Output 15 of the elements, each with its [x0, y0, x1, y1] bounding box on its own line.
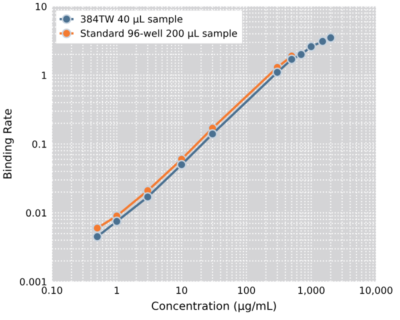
x-tick-label: 1 [114, 286, 119, 294]
x-tick-label: 100 [238, 286, 256, 294]
y-tick-label: 1 [42, 72, 46, 79]
x-tick-label: 10,000 [360, 286, 392, 295]
y-tick-label: 0.1 [32, 140, 46, 148]
y-tick-label: 10 [36, 2, 46, 10]
x-tick-label: 0.10 [42, 286, 62, 294]
x-tick-label: 1,000 [298, 286, 324, 295]
legend-label: 384TW 40 µL sample [80, 15, 182, 25]
y-axis-title: Binding Rate [2, 109, 14, 178]
y-tick-label: 0.001 [20, 278, 46, 286]
y-tick-label: 0.01 [26, 209, 46, 217]
x-axis-title: Concentration (µg/mL) [152, 301, 276, 312]
x-tick-label: 10 [176, 286, 188, 294]
legend-label: Standard 96-well 200 µL sample [80, 29, 237, 39]
